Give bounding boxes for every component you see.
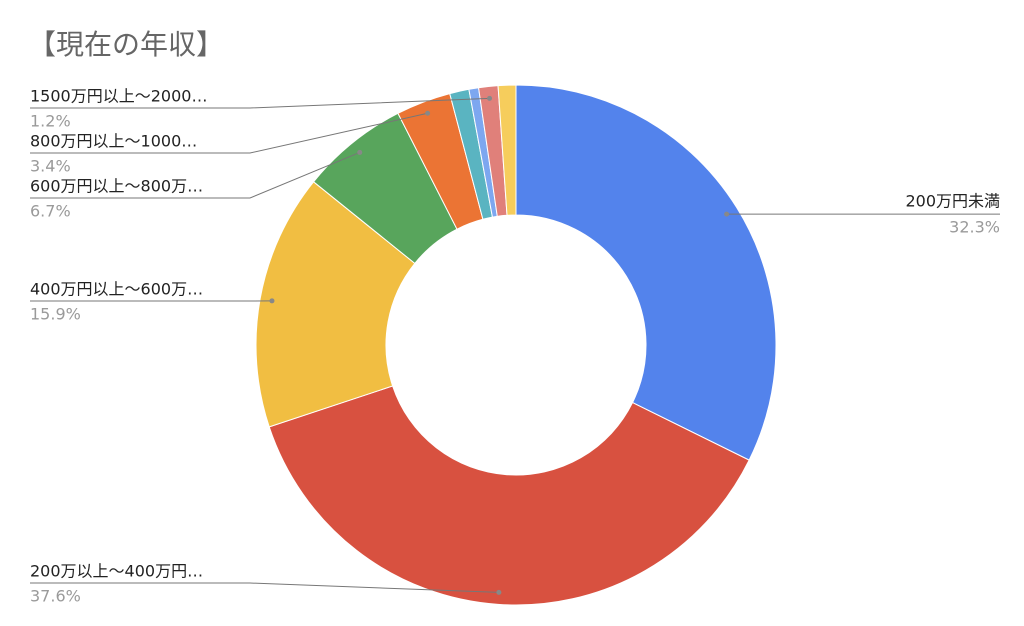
chart-title: 【現在の年収】 — [28, 28, 224, 61]
leader-dot — [269, 298, 275, 304]
leader-line — [30, 97, 490, 109]
value-label: 6.7% — [30, 202, 71, 221]
value-label: 1.2% — [30, 112, 71, 131]
leader-dot — [357, 149, 363, 155]
slice — [497, 84, 517, 216]
slice-label: 800万円以上〜1000… — [30, 132, 197, 151]
leader-dot — [425, 110, 431, 116]
value-label: 3.4% — [30, 157, 71, 176]
slice — [515, 84, 777, 461]
leader-line — [30, 582, 499, 593]
slice — [255, 181, 416, 428]
leader-dot — [496, 589, 502, 595]
value-label: 32.3% — [949, 218, 1000, 237]
leader-dot — [487, 95, 493, 101]
slice-label: 1500万円以上〜2000… — [30, 87, 207, 106]
leader-dot — [724, 211, 730, 217]
slice-label: 200万以上〜400万円… — [30, 562, 203, 581]
value-label: 37.6% — [30, 587, 81, 606]
value-label: 15.9% — [30, 305, 81, 324]
slice-label: 200万円未満 — [905, 192, 1000, 211]
leader-line — [30, 112, 428, 154]
leader-line — [30, 151, 360, 199]
slice-label: 600万円以上〜800万… — [30, 177, 203, 196]
slice-label: 400万円以上〜600万… — [30, 280, 203, 299]
slice — [268, 385, 750, 606]
